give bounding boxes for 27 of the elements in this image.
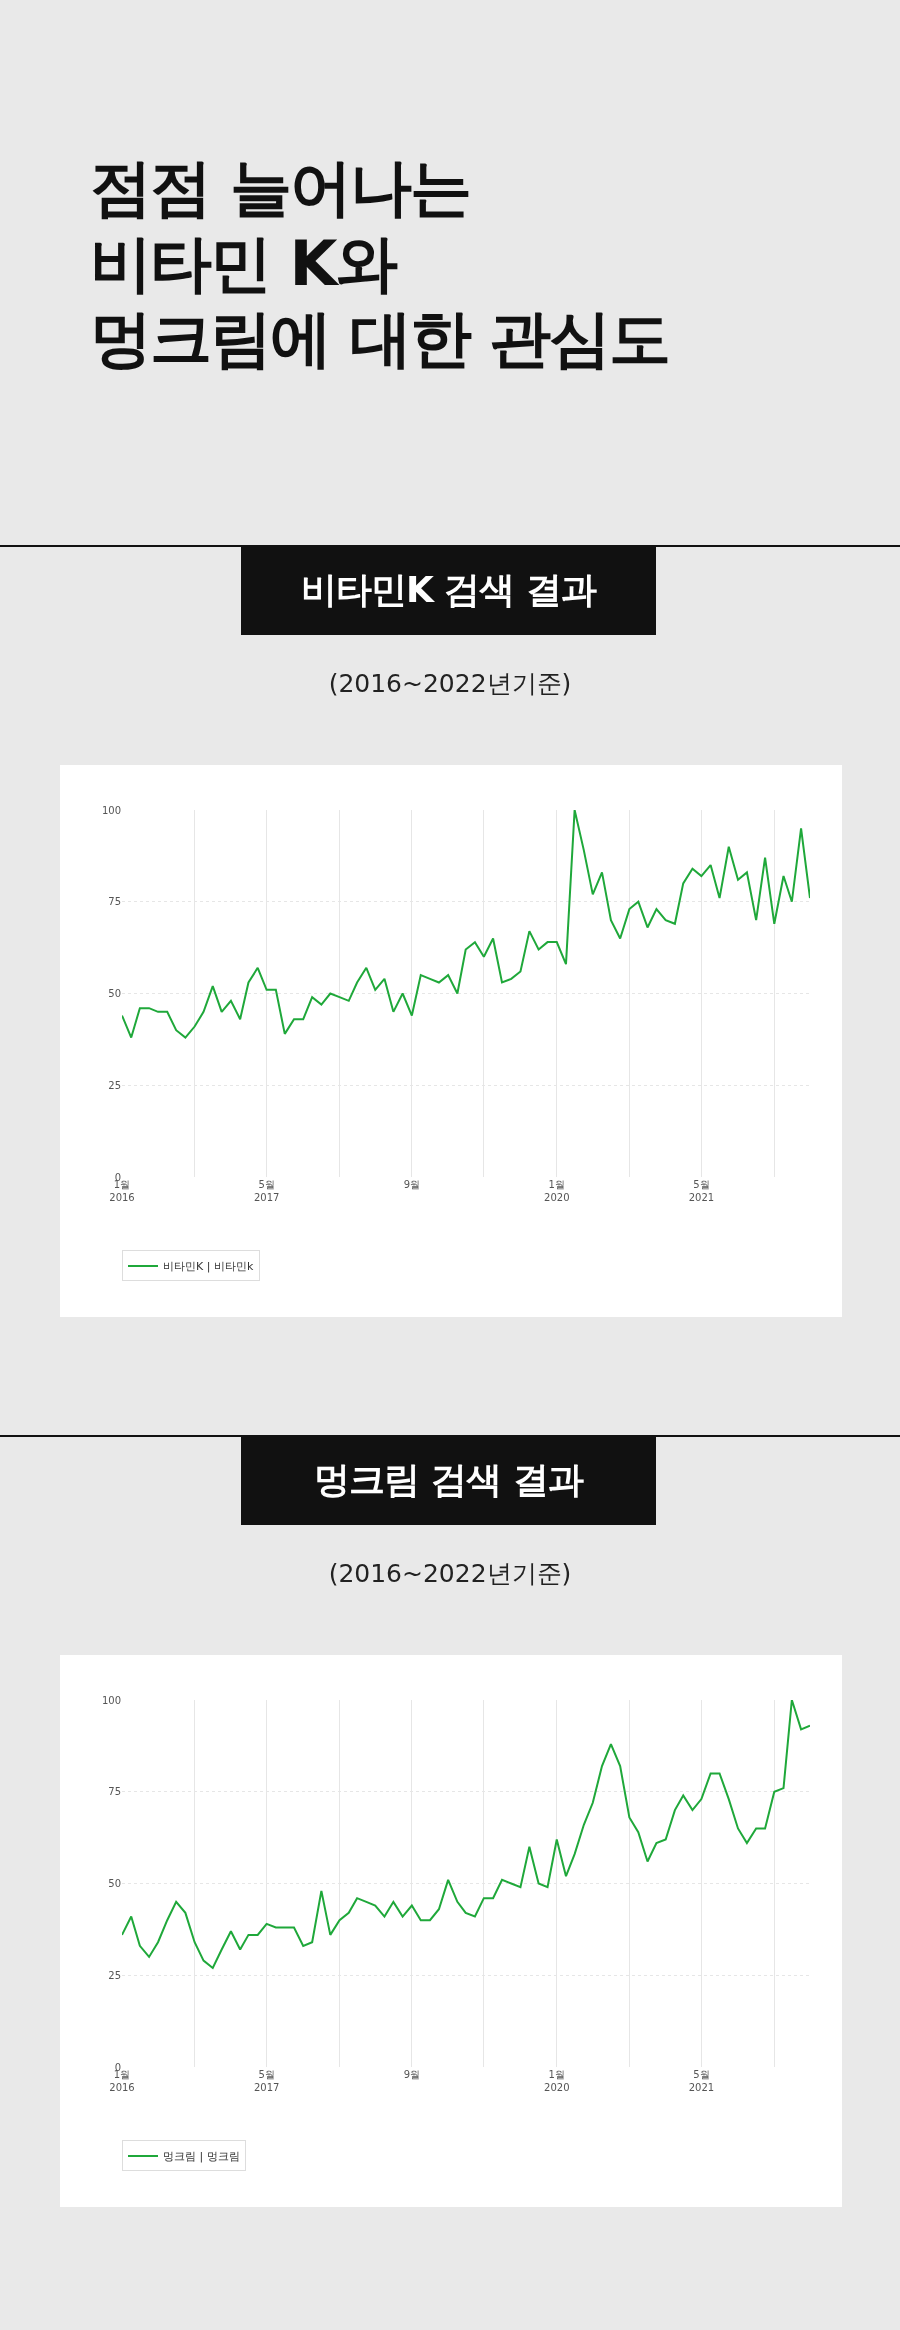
y-tick-label: 100: [101, 1694, 121, 1706]
line-series: [122, 810, 810, 1039]
y-tick-label: 25: [108, 1079, 121, 1091]
y-tick-label: 75: [108, 1786, 121, 1798]
y-tick-label: 75: [108, 896, 121, 908]
text: 점점 늘어나는 비타민 K와 멍크림에 대한 관심도: [90, 150, 670, 377]
x-tick-label: 1월 2016: [109, 2069, 135, 2093]
y-tick-label: 50: [108, 1878, 121, 1889]
x-tick-label: 5월 2021: [688, 1179, 715, 1203]
text: (2016~2022년기준): [327, 1558, 573, 1590]
text: (2016~2022년기준): [327, 668, 573, 700]
legend-label: 멍크림 | 멍크림: [163, 2150, 240, 2164]
y-tick-label: 25: [108, 1969, 121, 1981]
x-tick-label: 1월 2020: [544, 1179, 570, 1203]
chart-title: 멍크림 검색 결과: [241, 1435, 656, 1525]
x-tick-label: 5월 2021: [688, 2069, 715, 2093]
x-tick-label: 1월 2020: [544, 2069, 570, 2093]
chart-title: 비타민K 검색 결과: [241, 545, 656, 635]
y-tick-label: 100: [101, 804, 121, 816]
line-series: [122, 1700, 810, 1969]
y-tick-label: 50: [108, 988, 121, 999]
legend-label: 비타민K | 비타민k: [163, 1260, 254, 1274]
x-tick-label: 9월: [403, 2069, 421, 2080]
x-tick-label: 5월 2017: [253, 1179, 280, 1203]
x-tick-label: 9월: [403, 1179, 421, 1190]
x-tick-label: 5월 2017: [253, 2069, 280, 2093]
x-tick-label: 1월 2016: [109, 1179, 135, 1203]
